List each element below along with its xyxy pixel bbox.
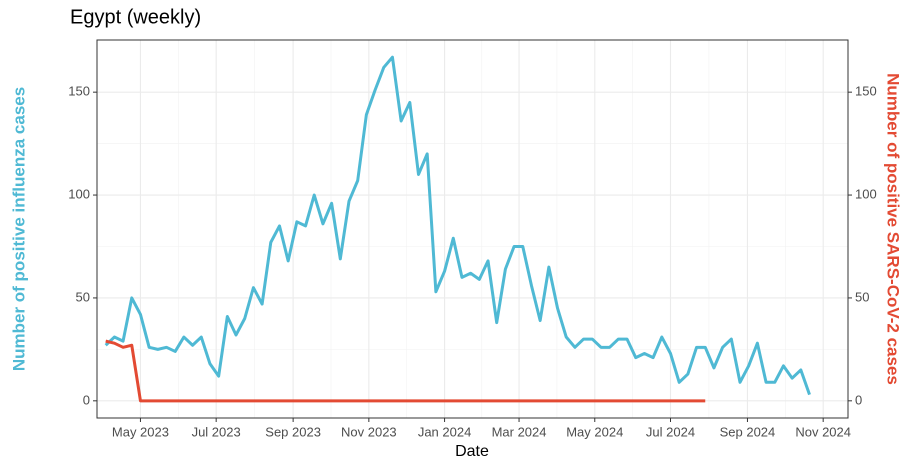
x-tick-label: Nov 2023 bbox=[341, 424, 397, 439]
x-tick-label: May 2023 bbox=[112, 424, 169, 439]
panel-border bbox=[96, 39, 849, 419]
y-tick-label: 150 bbox=[68, 84, 90, 99]
series-line bbox=[105, 339, 706, 403]
x-tick-label: Jul 2024 bbox=[646, 424, 695, 439]
x-tick-label: Jan 2024 bbox=[418, 424, 472, 439]
y2-tick-label: 0 bbox=[855, 392, 862, 407]
x-tick-label: Sep 2024 bbox=[720, 424, 776, 439]
y-tick-label: 100 bbox=[68, 186, 90, 201]
x-tick-label: Mar 2024 bbox=[492, 424, 547, 439]
x-tick-label: Sep 2023 bbox=[265, 424, 321, 439]
y2-axis-title: Number of positive SARS-CoV-2 cases bbox=[884, 73, 903, 385]
y2-tick-label: 150 bbox=[855, 84, 877, 99]
chart-title: Egypt (weekly) bbox=[70, 6, 201, 28]
x-tick-label: Nov 2024 bbox=[795, 424, 851, 439]
series-line bbox=[104, 55, 811, 396]
x-axis-title: Date bbox=[455, 443, 489, 460]
y-tick-label: 0 bbox=[83, 392, 90, 407]
x-tick-label: Jul 2023 bbox=[192, 424, 241, 439]
y2-tick-label: 100 bbox=[855, 186, 877, 201]
y-axis-title: Number of positive influenza cases bbox=[9, 87, 28, 371]
y2-tick-label: 50 bbox=[855, 289, 869, 304]
x-tick-label: May 2024 bbox=[566, 424, 623, 439]
y-tick-label: 50 bbox=[76, 289, 90, 304]
